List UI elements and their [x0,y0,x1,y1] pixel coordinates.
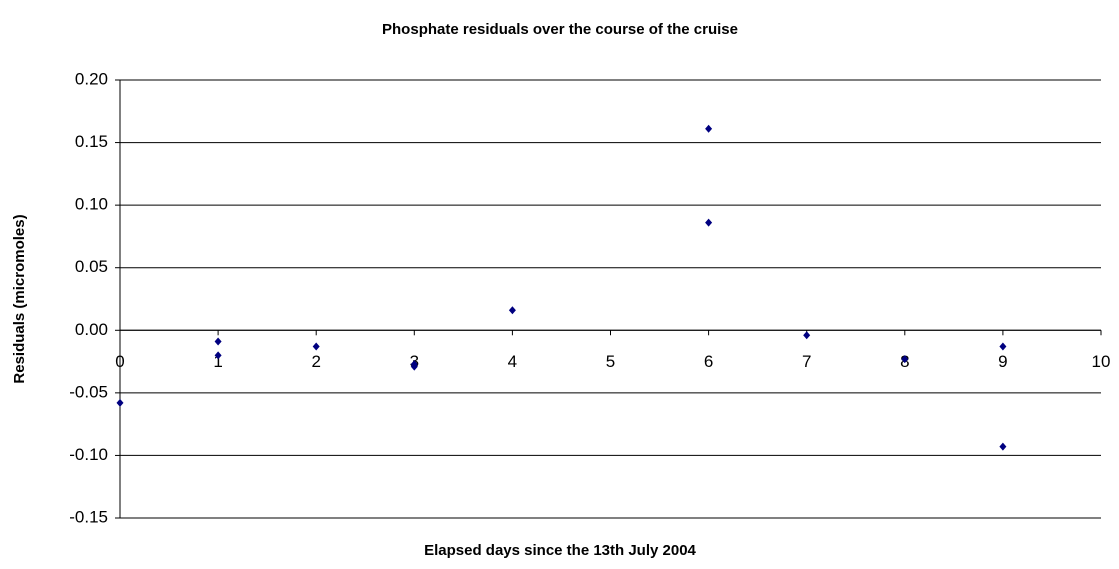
x-tick-label: 10 [1092,352,1111,371]
point [999,442,1007,451]
point [508,306,516,315]
x-tick-label: 0 [115,352,124,371]
chart-title: Phosphate residuals over the course of t… [382,21,738,38]
point [116,398,124,407]
point [999,342,1007,351]
y-tick-label: 0.00 [75,320,108,339]
y-tick-label: 0.10 [75,195,108,214]
x-tick-label: 7 [802,352,811,371]
y-tick-label: -0.15 [69,507,108,526]
y-tick-label: -0.10 [69,445,108,464]
y-tick-label: 0.15 [75,132,108,151]
point [410,360,418,369]
x-tick-label: 1 [213,352,222,371]
point [705,218,713,227]
y-tick-label: 0.20 [75,69,108,88]
y-tick-label: 0.05 [75,257,108,276]
x-axis-title: Elapsed days since the 13th July 2004 [424,542,696,559]
point [312,342,320,351]
x-tick-label: 2 [311,352,320,371]
point [214,337,222,346]
x-tick-label: 6 [704,352,713,371]
point [901,355,909,364]
x-tick-label: 9 [998,352,1007,371]
point [214,351,222,360]
x-tick-label: 4 [508,352,517,371]
y-axis-title: Residuals (micromoles) [11,214,28,383]
point [705,124,713,133]
x-tick-label: 5 [606,352,615,371]
point [803,331,811,340]
y-tick-label: -0.05 [69,382,108,401]
